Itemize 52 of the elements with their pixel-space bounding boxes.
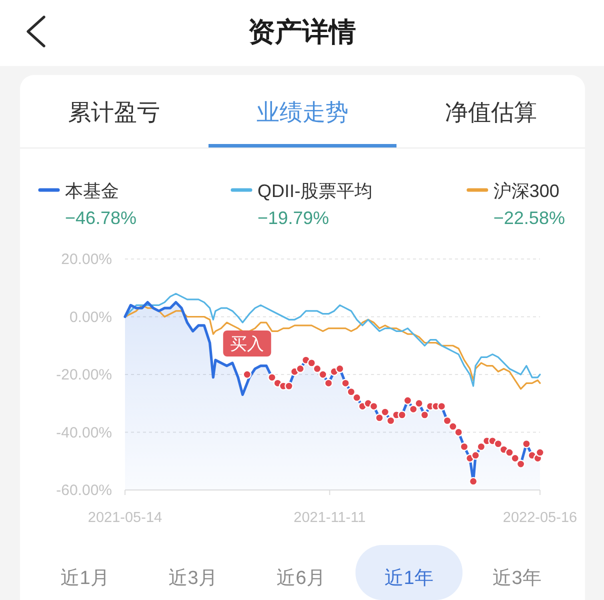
point (471, 450, 480, 460)
point (346, 387, 356, 396)
point (352, 393, 362, 402)
text: −46.78% (65, 208, 137, 228)
x-tick-label: 2022-05-16 (502, 510, 578, 526)
text: 业绩走势 (256, 99, 348, 125)
point (318, 370, 328, 379)
annotation: 买入 (230, 334, 264, 354)
text: 净值估算 (444, 99, 537, 125)
point (505, 448, 514, 457)
point (454, 428, 463, 437)
point (516, 460, 526, 468)
text: 近6月 (276, 568, 326, 589)
point (442, 416, 452, 426)
point (386, 416, 396, 426)
point (476, 442, 486, 452)
point (307, 358, 316, 368)
point (408, 404, 418, 414)
point (494, 439, 503, 448)
point (375, 413, 384, 422)
x-tick-label: 2021-11-11 (294, 510, 366, 526)
point (341, 378, 350, 388)
y-tick-label: -20.00% (56, 366, 112, 384)
text: 近3年 (492, 568, 542, 589)
point (536, 448, 544, 457)
y-tick-label: 0.00% (69, 308, 112, 326)
legend-label: 本基金 (65, 181, 119, 201)
y-tick-label: -40.00% (56, 424, 112, 442)
point (268, 372, 276, 382)
text: −22.58% (493, 208, 565, 228)
text: −19.79% (258, 208, 330, 228)
x-tick-label: 2021-05-14 (88, 510, 162, 526)
point (448, 422, 458, 431)
point (420, 410, 430, 420)
point (284, 382, 294, 390)
y-tick-label: -60.00% (56, 482, 112, 499)
point (380, 408, 390, 416)
point (398, 410, 406, 420)
point (324, 378, 333, 388)
legend-label: 沪深300 (493, 181, 560, 201)
legend-label: QDII-股票平均 (258, 181, 372, 201)
point (296, 364, 305, 374)
y-tick-label: 20.00% (61, 251, 112, 268)
text: 近1月 (60, 568, 110, 589)
chart-title: 资产详情 (248, 17, 356, 47)
text: 累计盈亏 (68, 99, 160, 125)
point (242, 370, 252, 379)
point (468, 476, 478, 486)
text: 近3月 (168, 568, 218, 589)
point (510, 454, 520, 463)
text: 近1年 (384, 568, 434, 589)
point (312, 364, 322, 374)
